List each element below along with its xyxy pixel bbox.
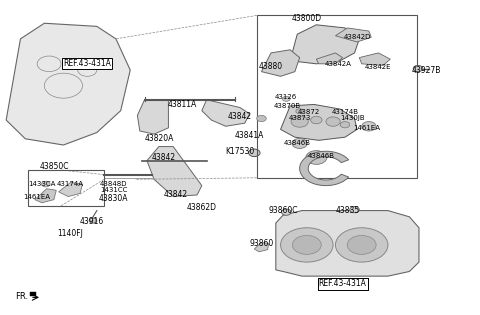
Text: 1140FJ: 1140FJ [58,230,84,238]
Text: 43126: 43126 [274,94,297,100]
Text: 43174B: 43174B [332,109,359,115]
Text: 1433CA: 1433CA [28,181,56,187]
Polygon shape [281,104,357,140]
Circle shape [282,96,290,101]
Polygon shape [262,50,300,76]
Circle shape [347,236,376,255]
Text: 43174A: 43174A [57,181,84,187]
Polygon shape [276,211,419,276]
Text: 43880: 43880 [259,62,283,72]
Text: 43842: 43842 [228,112,252,121]
Polygon shape [35,189,56,203]
Circle shape [249,149,260,157]
Circle shape [362,122,376,131]
Polygon shape [336,28,371,42]
Text: 43842: 43842 [164,191,188,199]
Text: 43830A: 43830A [99,194,128,203]
Text: 43811A: 43811A [168,100,197,109]
Circle shape [257,115,266,122]
Text: 43842: 43842 [152,153,176,162]
Circle shape [281,209,291,215]
Text: 43848D: 43848D [100,181,127,187]
Text: 1430JB: 1430JB [340,116,364,122]
Polygon shape [300,151,348,186]
Circle shape [413,66,423,72]
Text: 43800D: 43800D [292,14,322,23]
Text: 43872: 43872 [298,109,320,115]
Text: 1461EA: 1461EA [353,125,380,131]
Circle shape [350,207,360,213]
Text: 43927B: 43927B [411,66,441,75]
Polygon shape [59,182,83,197]
Polygon shape [202,100,250,126]
Circle shape [292,236,321,255]
Circle shape [292,139,307,148]
Text: 43916: 43916 [80,217,104,226]
Text: 1461EA: 1461EA [24,193,51,199]
Polygon shape [6,23,130,145]
Circle shape [340,122,350,128]
Text: 43835: 43835 [335,206,360,215]
Bar [28,170,104,206]
Text: 43850C: 43850C [39,162,69,171]
Polygon shape [147,146,202,197]
Text: 43873: 43873 [288,116,311,122]
Text: K17530: K17530 [226,147,254,156]
Text: 43842A: 43842A [324,61,351,67]
Polygon shape [137,100,168,134]
Circle shape [336,228,388,262]
Text: REF.43-431A: REF.43-431A [319,279,367,289]
Polygon shape [360,53,390,66]
Circle shape [41,181,50,187]
Text: REF.43-431A: REF.43-431A [319,279,367,289]
Circle shape [291,116,308,127]
Circle shape [311,116,322,124]
Bar [30,292,36,295]
Text: 43842E: 43842E [365,64,392,70]
Circle shape [89,218,97,223]
Text: 43870B: 43870B [274,103,301,109]
Text: 1431CC: 1431CC [100,187,127,193]
Text: 43820A: 43820A [144,134,174,143]
Text: 93860C: 93860C [268,206,298,215]
Circle shape [306,151,327,164]
Text: REF.43-431A: REF.43-431A [63,59,111,68]
Text: 43841A: 43841A [235,131,264,140]
Text: 93860: 93860 [249,239,274,248]
Polygon shape [254,243,269,252]
Circle shape [281,228,333,262]
Text: FR.: FR. [15,292,28,301]
Circle shape [326,117,340,126]
Text: 43846B: 43846B [284,140,311,146]
Polygon shape [290,25,360,64]
Polygon shape [316,53,343,64]
Bar [257,15,417,178]
Text: 43842D: 43842D [343,34,371,40]
Text: 43846B: 43846B [308,153,335,159]
Text: 43862D: 43862D [187,203,217,212]
Circle shape [296,109,303,114]
